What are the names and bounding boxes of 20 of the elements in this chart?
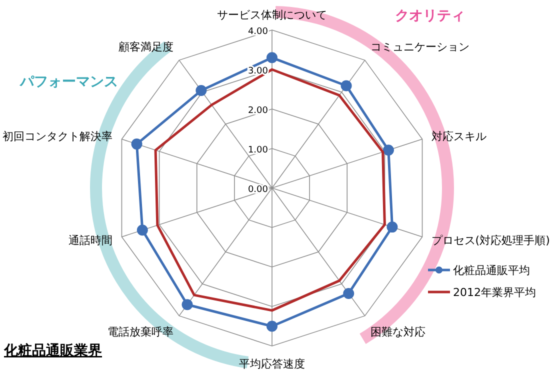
text: パフォーマンス: [19, 74, 118, 90]
spoke-label: コミュニケーション: [370, 40, 470, 54]
text: クオリティ: [395, 8, 465, 24]
legend-label: 化粧品通販平均: [453, 264, 530, 277]
y-tick-label: 1.00: [248, 146, 268, 156]
y-tick-label: 0.00: [248, 185, 268, 195]
spoke-label: 平均応答速度: [239, 357, 305, 370]
spoke-label: 初回コンタクト解決率: [2, 130, 113, 144]
spoke-label: プロセス(対応処理手順): [431, 234, 550, 247]
spoke-label: 顧客満足度: [118, 40, 174, 54]
y-tick-label: 2.00: [248, 106, 268, 116]
legend-label: 2012年業界平均: [453, 286, 536, 299]
y-tick-label: 4.00: [248, 27, 268, 37]
text: 化粧品通販業界: [3, 342, 102, 359]
spoke-label: サービス体制について: [217, 8, 327, 22]
spoke-label: 電話放棄呼率: [108, 325, 174, 338]
spoke-label: 通話時間: [68, 234, 113, 247]
y-tick-label: 3.00: [248, 66, 268, 76]
spoke-label: 対応スキル: [431, 130, 486, 144]
spoke-label: 困難な対応: [370, 325, 426, 338]
